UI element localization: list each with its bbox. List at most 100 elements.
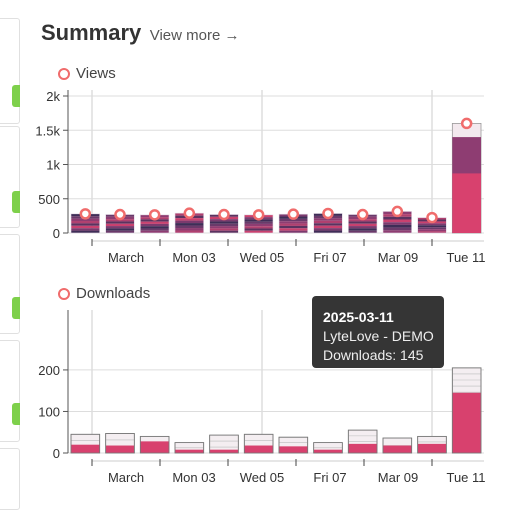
bar <box>244 209 274 234</box>
bar <box>105 208 135 234</box>
bar-segment <box>417 227 447 230</box>
bar <box>105 433 135 454</box>
bar-segment <box>417 231 447 233</box>
bar <box>70 433 101 454</box>
bar <box>348 208 378 234</box>
bar-segment <box>71 218 100 222</box>
x-tick-label: Mar 09 <box>378 470 418 485</box>
bar-outline <box>209 434 239 454</box>
bar <box>451 367 482 454</box>
bar-segment <box>105 228 135 231</box>
chart-tooltip: 2025-03-11 LyteLove - DEMO Downloads: 14… <box>312 296 444 368</box>
y-tick-label: 1k <box>46 158 60 173</box>
bar <box>313 442 343 454</box>
bar <box>139 435 170 454</box>
bar-segment <box>71 221 100 224</box>
bar-segment <box>71 230 100 233</box>
bar-segment <box>348 221 377 224</box>
bar-segment <box>417 223 447 226</box>
bar-segment <box>175 223 204 226</box>
x-tick-label: Tue 11 <box>446 470 485 485</box>
bar-segment <box>417 225 447 228</box>
x-tick-label: Wed 05 <box>240 470 285 485</box>
bar <box>278 208 308 234</box>
view-more-link[interactable]: View more → <box>149 27 240 44</box>
bar-segment <box>348 228 377 231</box>
bar-segment <box>279 228 308 231</box>
bar-outline <box>243 433 274 454</box>
bar <box>70 208 100 234</box>
bar-outline <box>382 437 413 454</box>
bar-segment <box>71 228 100 231</box>
bar-segment <box>313 218 343 221</box>
bar-segment <box>244 228 273 231</box>
x-tick-label: Mon 03 <box>172 250 215 265</box>
bar <box>209 434 239 454</box>
x-tick-label: Fri 07 <box>313 470 346 485</box>
bar-segment <box>383 224 412 228</box>
bar-segment <box>313 449 343 453</box>
x-tick-label: March <box>108 250 144 265</box>
tooltip-date: 2025-03-11 <box>323 309 394 325</box>
status-indicator <box>12 85 20 107</box>
bar-outline <box>278 436 309 454</box>
left-card-1[interactable] <box>0 18 20 124</box>
bar-segment <box>71 225 100 229</box>
bar-segment <box>209 221 239 224</box>
data-point-marker <box>252 209 265 221</box>
bar <box>347 429 378 454</box>
bar-outline <box>70 433 101 454</box>
data-point-marker <box>218 208 230 221</box>
tooltip-series: LyteLove - DEMO <box>323 328 434 344</box>
bar <box>451 117 482 234</box>
bar-segment <box>244 221 273 224</box>
y-tick-label: 500 <box>38 192 60 207</box>
bar-segment <box>279 446 308 453</box>
bar <box>243 433 274 454</box>
data-point-marker <box>322 207 334 220</box>
bar-segment <box>175 218 204 221</box>
bar-segment <box>209 226 239 229</box>
x-tick-label: Fri 07 <box>313 250 346 265</box>
bar-segment <box>279 225 308 229</box>
bar-segment <box>175 449 204 453</box>
downloads-legend[interactable]: Downloads <box>58 285 150 302</box>
bar-segment <box>383 219 412 223</box>
data-point-marker <box>426 211 438 224</box>
bar <box>417 211 447 234</box>
left-card-3[interactable] <box>0 234 20 334</box>
x-tick-label: Wed 05 <box>240 250 285 265</box>
bar-segment <box>140 223 169 227</box>
summary-header: Summary View more → <box>41 20 240 46</box>
x-tick-label: March <box>108 470 144 485</box>
bar-outline <box>451 367 482 454</box>
bar <box>209 208 239 234</box>
bar-segment <box>279 230 308 233</box>
bar-segment <box>279 221 308 224</box>
data-point-marker <box>79 208 92 220</box>
left-card-2[interactable] <box>0 126 20 228</box>
bar-segment <box>313 223 343 226</box>
bar-segment <box>140 230 169 233</box>
y-tick-label: 2k <box>46 89 60 104</box>
x-tick-label: Mar 09 <box>378 250 418 265</box>
data-point-marker <box>356 208 369 221</box>
bar-segment <box>279 218 308 222</box>
bar-segment <box>140 226 169 229</box>
bar-outline <box>347 429 378 454</box>
bar-segment <box>105 226 135 229</box>
bar-segment <box>71 444 100 453</box>
bar-segment <box>383 227 412 231</box>
bar-outline <box>139 435 170 454</box>
data-point-marker <box>114 208 126 221</box>
bar-outline <box>174 442 205 454</box>
bar-segment <box>140 221 169 224</box>
data-point-marker <box>460 117 473 130</box>
downloads-chart: 0 100 200 March Mon 03 Wed 05 Fri 07 Mar 09 Tue … <box>38 310 486 485</box>
views-legend[interactable]: Views <box>58 65 116 82</box>
bar-segment <box>313 225 343 229</box>
bar-segment <box>452 392 481 453</box>
bar <box>382 205 412 234</box>
left-card-4[interactable] <box>0 340 20 442</box>
legend-marker-icon <box>58 67 70 80</box>
